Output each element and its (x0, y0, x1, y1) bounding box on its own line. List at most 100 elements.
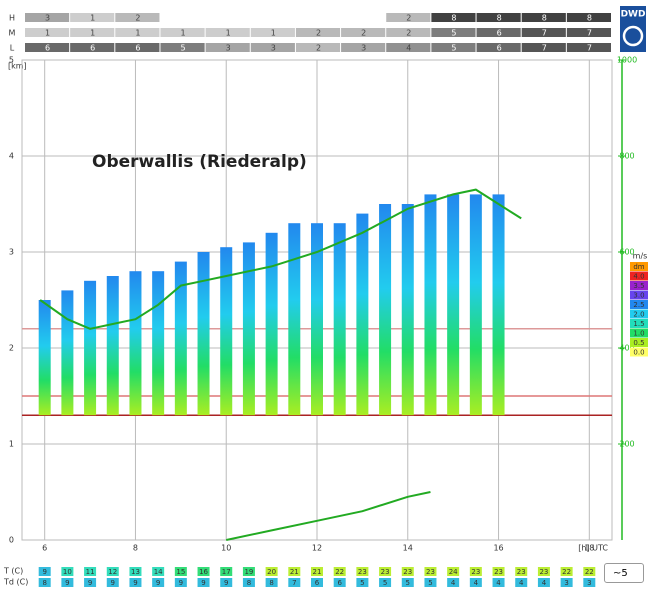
row-label: Td (C) (3, 578, 28, 587)
logo: DWD (621, 10, 646, 20)
temp-cell (288, 567, 301, 576)
cloud-cell-label: 8 (451, 14, 456, 23)
temp-cell (84, 578, 97, 587)
column (379, 204, 392, 416)
legend-swatch (630, 309, 648, 319)
temp-cell (401, 578, 414, 587)
cloud-cell (521, 28, 566, 37)
cloud-cell (115, 43, 160, 52)
y-tick-label: 1 (9, 440, 14, 449)
cloud-cell (521, 13, 566, 22)
cloud-cell (566, 43, 611, 52)
cloud-cell-label: 1 (45, 29, 50, 38)
cloud-cell-label: 6 (497, 29, 502, 38)
temp-label: 6 (315, 579, 320, 587)
temp-label: 9 (133, 579, 137, 587)
cloud-cell-label: 7 (542, 29, 547, 38)
temp-cell (106, 578, 119, 587)
temp-cell (560, 567, 573, 576)
y2-tick-label: 200 (619, 440, 634, 449)
cloud-cell-label: 1 (135, 29, 140, 38)
temp-label: 5 (406, 579, 410, 587)
temp-label: 16 (199, 568, 208, 576)
cloud-cell-label: 7 (587, 29, 592, 38)
temp-label: 8 (269, 579, 273, 587)
cloud-cell (295, 43, 341, 52)
temp-label: 12 (108, 568, 117, 576)
temp-label: 23 (381, 568, 390, 576)
temp-cell (220, 567, 233, 576)
cloud-cell (205, 43, 250, 52)
y2-tick-label: 600 (619, 248, 634, 257)
temp-cell (379, 578, 392, 587)
temp-label: 20 (267, 568, 276, 576)
column (424, 194, 437, 416)
cloud-cell-label: 1 (180, 29, 185, 38)
temp-label: 21 (313, 568, 322, 576)
column (333, 223, 346, 416)
legend-swatch (630, 328, 648, 338)
temp-cell (311, 578, 323, 587)
temp-label: 3 (587, 579, 591, 587)
column (152, 271, 165, 416)
y-tick-label: 0 (9, 536, 14, 545)
temp-label: 21 (290, 568, 299, 576)
temp-label: 15 (176, 568, 185, 576)
temp-cell (174, 578, 187, 587)
cloud-cell-label: 1 (271, 29, 276, 38)
logo-icon (622, 25, 644, 47)
legend-label: 2.0 (633, 311, 644, 319)
cloud-cell (341, 28, 386, 37)
temp-cell (242, 578, 255, 587)
temp-label: 9 (42, 568, 46, 576)
column (61, 290, 74, 416)
temp-cell (515, 578, 528, 587)
temp-cell (356, 567, 369, 576)
temp-cell (492, 578, 505, 587)
legend-label: 1.5 (633, 320, 644, 328)
column (401, 204, 414, 416)
legend-label: 2.5 (633, 301, 644, 309)
legend-swatch (630, 281, 648, 290)
cloud-cell-label: 7 (587, 44, 592, 53)
column (84, 280, 97, 416)
temp-label: 5 (360, 579, 364, 587)
temp-label: 5 (383, 579, 387, 587)
legend-swatch (630, 319, 648, 328)
cloud-cell (386, 13, 431, 22)
column (288, 223, 301, 416)
legend-title: m/s (633, 252, 648, 261)
column (106, 276, 119, 416)
temp-cell (492, 567, 505, 576)
cloud-cell-label: 1 (90, 29, 95, 38)
temp-cell (84, 567, 97, 576)
cloud-cell-label: 2 (316, 44, 321, 53)
cloud-cell-label: 6 (90, 44, 95, 53)
cloud-row-label: L (10, 44, 15, 53)
legend-swatch (630, 290, 648, 300)
temp-label: 9 (224, 579, 228, 587)
y2-tick-label: 1000 (617, 56, 637, 65)
cloud-cell (70, 13, 115, 22)
temp-cell (152, 578, 165, 587)
temp-label: 8 (42, 579, 46, 587)
legend-label: dm (633, 263, 644, 271)
x-tick-label: 12 (312, 544, 322, 553)
temp-cell (469, 578, 482, 587)
select[interactable]: ~5 (604, 563, 644, 583)
cloud-cell-label: 8 (587, 14, 592, 23)
temp-label: 17 (222, 568, 231, 576)
temp-label: 9 (201, 579, 205, 587)
temp-cell (61, 578, 74, 587)
temp-label: 4 (519, 579, 524, 587)
temp-cell (106, 567, 119, 576)
cloud-cell (205, 28, 250, 37)
temp-cell (537, 567, 550, 576)
legend-label: 3.0 (633, 292, 644, 300)
cloud-cell-label: 3 (45, 14, 50, 23)
column (174, 261, 187, 416)
cloud-cell-label: 1 (90, 14, 95, 23)
cloud-cell (115, 13, 160, 22)
